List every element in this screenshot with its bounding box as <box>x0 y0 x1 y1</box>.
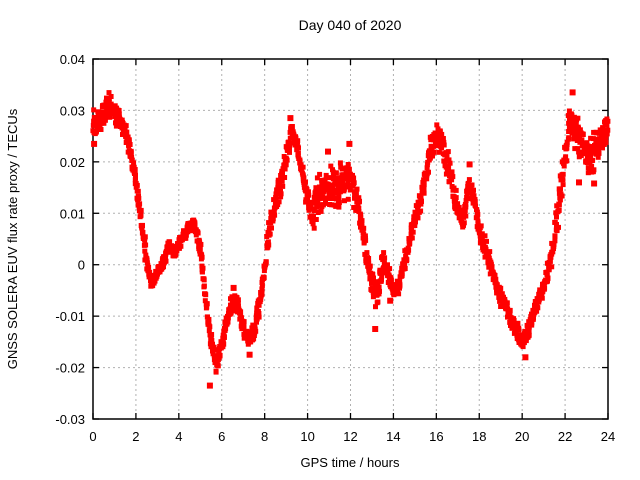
x-axis-label: GPS time / hours <box>301 455 400 470</box>
outlier-point <box>91 140 98 147</box>
outlier-point <box>346 140 353 147</box>
y-tick-label: 0 <box>78 258 85 273</box>
grid-lines <box>93 59 608 419</box>
y-tick-label: 0.02 <box>60 155 85 170</box>
outlier-point <box>576 179 582 186</box>
outlier-point <box>387 297 394 304</box>
x-tick-label: 4 <box>175 429 182 444</box>
x-tick-label: 12 <box>343 429 357 444</box>
outlier-point <box>372 326 379 332</box>
outlier-point <box>466 161 473 168</box>
outlier-point <box>230 284 237 291</box>
chart-title: Day 040 of 2020 <box>299 17 402 33</box>
outlier-point <box>325 148 331 155</box>
x-tick-label: 24 <box>601 429 615 444</box>
x-tick-label: 8 <box>261 429 268 444</box>
y-tick-label: 0.03 <box>60 103 85 118</box>
x-tick-label: 10 <box>300 429 314 444</box>
x-tick-label: 18 <box>472 429 486 444</box>
outlier-point <box>206 382 213 389</box>
x-tick-label: 16 <box>429 429 443 444</box>
x-tick-labels: 0 2 4 6 8 10 12 14 16 18 20 22 24 <box>89 429 615 444</box>
outlier-point <box>246 351 253 358</box>
y-tick-label: -0.02 <box>55 361 85 376</box>
outlier-point <box>522 354 529 361</box>
axis-ticks <box>92 58 609 420</box>
outlier-point <box>591 180 598 187</box>
y-axis-label: GNSS SOLERA EUV flux rate proxy / TECUs <box>5 108 20 369</box>
x-tick-label: 20 <box>515 429 529 444</box>
x-tick-label: 14 <box>386 429 400 444</box>
y-tick-labels: 0.04 0.03 0.02 0.01 0 -0.01 -0.02 -0.03 <box>55 52 85 427</box>
outlier-point <box>569 89 576 96</box>
x-tick-label: 2 <box>132 429 139 444</box>
outlier-point <box>287 115 294 122</box>
y-tick-label: 0.04 <box>60 52 85 67</box>
y-tick-label: -0.03 <box>55 412 85 427</box>
x-tick-label: 6 <box>218 429 225 444</box>
x-tick-label: 22 <box>558 429 572 444</box>
y-tick-label: -0.01 <box>55 309 85 324</box>
x-tick-label: 0 <box>89 429 96 444</box>
y-tick-label: 0.01 <box>60 206 85 221</box>
scatter-series <box>90 89 611 389</box>
